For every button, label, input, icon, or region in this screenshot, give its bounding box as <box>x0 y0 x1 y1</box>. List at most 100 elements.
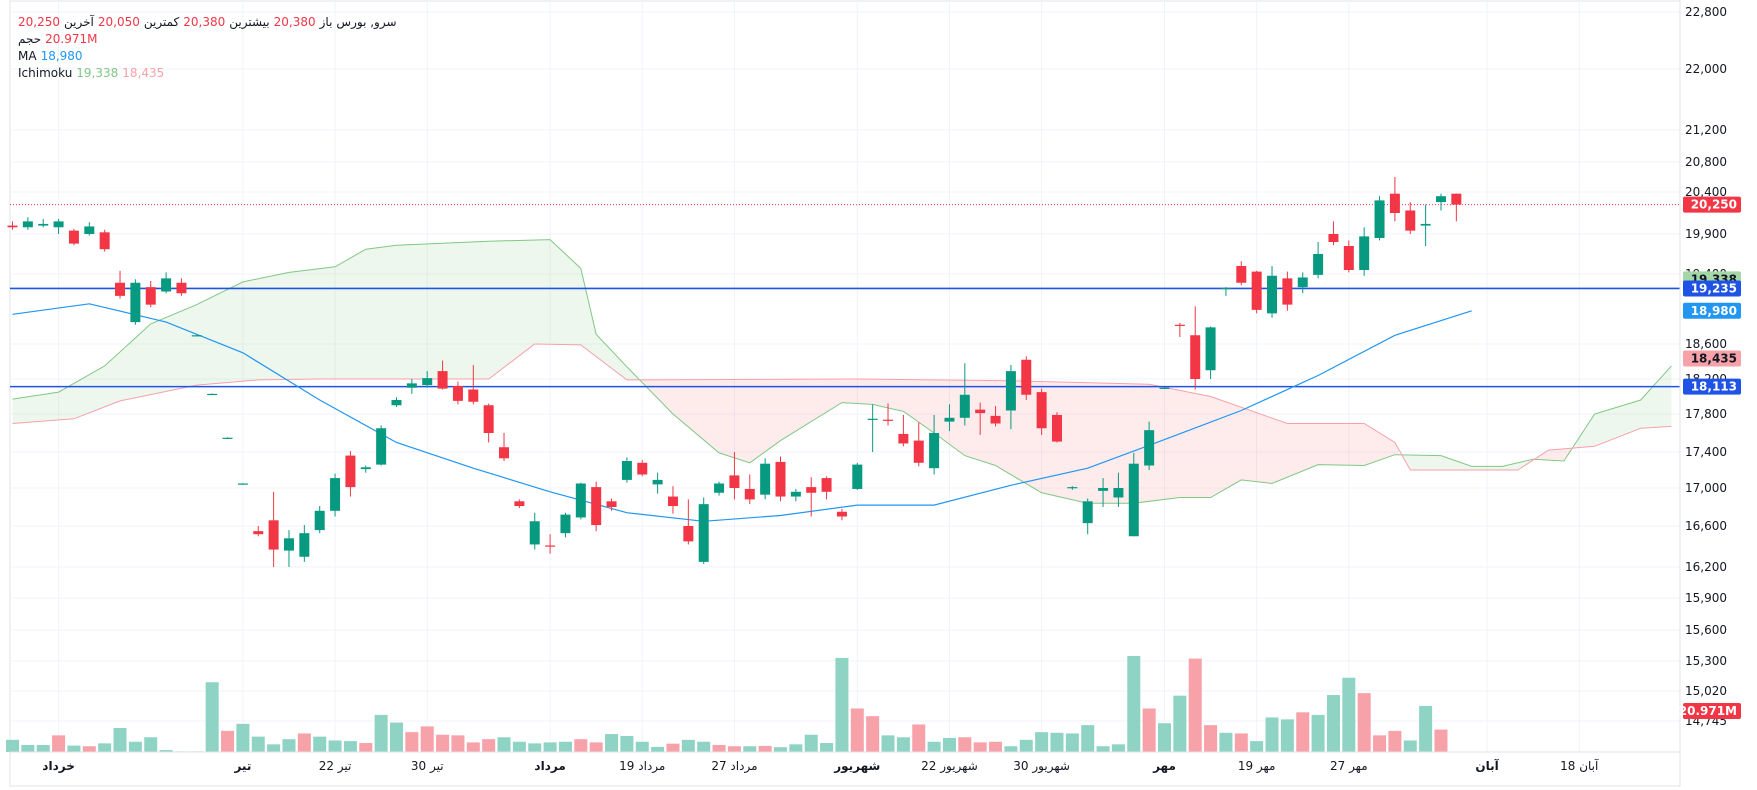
price-axis[interactable] <box>1681 0 1757 790</box>
candle[interactable] <box>68 230 79 244</box>
candle[interactable] <box>1435 196 1446 203</box>
candle[interactable] <box>944 417 955 422</box>
volume-bar[interactable] <box>973 742 987 752</box>
candle[interactable] <box>314 510 325 531</box>
volume-bar[interactable] <box>620 736 634 752</box>
volume-bar[interactable] <box>789 744 803 752</box>
candle[interactable] <box>1297 277 1308 288</box>
candle[interactable] <box>330 478 341 511</box>
volume-bar[interactable] <box>1019 739 1033 752</box>
candle[interactable] <box>775 461 786 497</box>
volume-bar[interactable] <box>942 737 956 752</box>
volume-bar[interactable] <box>712 744 726 752</box>
candle[interactable] <box>1067 487 1078 489</box>
volume-bar[interactable] <box>1204 725 1218 752</box>
candle[interactable] <box>345 455 356 488</box>
volume-bar[interactable] <box>1127 656 1141 752</box>
time-axis[interactable] <box>9 751 1681 787</box>
candle[interactable] <box>606 501 617 507</box>
candle[interactable] <box>452 386 463 401</box>
volume-bar[interactable] <box>835 657 849 752</box>
volume-bar[interactable] <box>1280 719 1294 752</box>
volume-bar[interactable] <box>1065 733 1079 752</box>
candle[interactable] <box>115 282 126 296</box>
candle[interactable] <box>698 504 709 562</box>
candle[interactable] <box>130 282 141 323</box>
candle[interactable] <box>883 419 894 421</box>
volume-bar[interactable] <box>850 708 864 752</box>
candle[interactable] <box>1205 327 1216 371</box>
volume-bar[interactable] <box>36 744 50 752</box>
volume-bar[interactable] <box>482 739 496 752</box>
candle[interactable] <box>729 475 740 488</box>
candle[interactable] <box>1343 246 1354 270</box>
candle[interactable] <box>145 287 156 305</box>
candle[interactable] <box>1128 463 1139 537</box>
candle[interactable] <box>1389 193 1400 213</box>
ichimoku-legend-row[interactable]: Ichimoku 19,338 18,435 <box>18 65 397 82</box>
candle[interactable] <box>667 496 678 507</box>
candle[interactable] <box>1374 200 1385 238</box>
candle[interactable] <box>898 433 909 444</box>
volume-bar[interactable] <box>1326 695 1340 752</box>
volume-bar[interactable] <box>1250 741 1264 752</box>
candle[interactable] <box>744 488 755 500</box>
volume-bar[interactable] <box>1296 712 1310 752</box>
volume-bar[interactable] <box>1265 717 1279 752</box>
volume-bar[interactable] <box>820 743 834 752</box>
candle[interactable] <box>514 501 525 507</box>
candle[interactable] <box>99 232 110 250</box>
volume-bar[interactable] <box>1111 744 1125 752</box>
candle[interactable] <box>191 335 202 337</box>
candle[interactable] <box>1098 488 1109 491</box>
candle[interactable] <box>299 533 310 557</box>
candle[interactable] <box>1021 359 1032 395</box>
candle[interactable] <box>1359 236 1370 270</box>
volume-bar[interactable] <box>1004 746 1018 752</box>
candle[interactable] <box>760 463 771 495</box>
candle[interactable] <box>1113 488 1124 498</box>
volume-bar[interactable] <box>221 730 235 752</box>
volume-bar[interactable] <box>651 746 665 752</box>
volume-bar[interactable] <box>390 722 403 752</box>
candle[interactable] <box>1420 223 1431 226</box>
volume-bar[interactable] <box>666 743 680 752</box>
volume-bar[interactable] <box>6 739 19 752</box>
volume-bar[interactable] <box>881 735 895 752</box>
volume-bar[interactable] <box>1096 746 1110 752</box>
volume-bar[interactable] <box>697 741 711 752</box>
candle[interactable] <box>591 487 602 526</box>
volume-bar[interactable] <box>374 714 388 752</box>
candle[interactable] <box>836 511 847 517</box>
candle[interactable] <box>1267 275 1278 314</box>
candle[interactable] <box>222 437 233 439</box>
candle[interactable] <box>53 221 64 228</box>
volume-bar[interactable] <box>251 736 265 752</box>
candle[interactable] <box>161 278 172 292</box>
candle[interactable] <box>237 483 248 485</box>
volume-bar[interactable] <box>328 740 342 752</box>
ichimoku-span-a-line[interactable] <box>12 239 1672 504</box>
candle[interactable] <box>1082 501 1093 524</box>
volume-bar[interactable] <box>436 734 450 752</box>
volume-bar[interactable] <box>589 742 603 752</box>
volume-bar[interactable] <box>774 747 787 752</box>
candle[interactable] <box>790 491 801 497</box>
candle[interactable] <box>683 526 694 542</box>
candle[interactable] <box>391 400 402 406</box>
candle[interactable] <box>1174 324 1185 326</box>
candle[interactable] <box>1405 210 1416 231</box>
candle[interactable] <box>437 371 448 389</box>
candle[interactable] <box>652 479 663 485</box>
symbol-name[interactable]: سرو, بورس <box>336 15 397 29</box>
candle[interactable] <box>1159 387 1170 389</box>
candle[interactable] <box>714 483 725 493</box>
volume-bar[interactable] <box>128 741 142 752</box>
volume-bar[interactable] <box>343 741 357 752</box>
volume-bar[interactable] <box>1173 695 1187 752</box>
volume-bar[interactable] <box>1373 735 1387 752</box>
candle[interactable] <box>990 415 1001 424</box>
volume-bar[interactable] <box>205 682 219 752</box>
volume-bar[interactable] <box>359 743 373 752</box>
volume-bar[interactable] <box>727 746 741 752</box>
